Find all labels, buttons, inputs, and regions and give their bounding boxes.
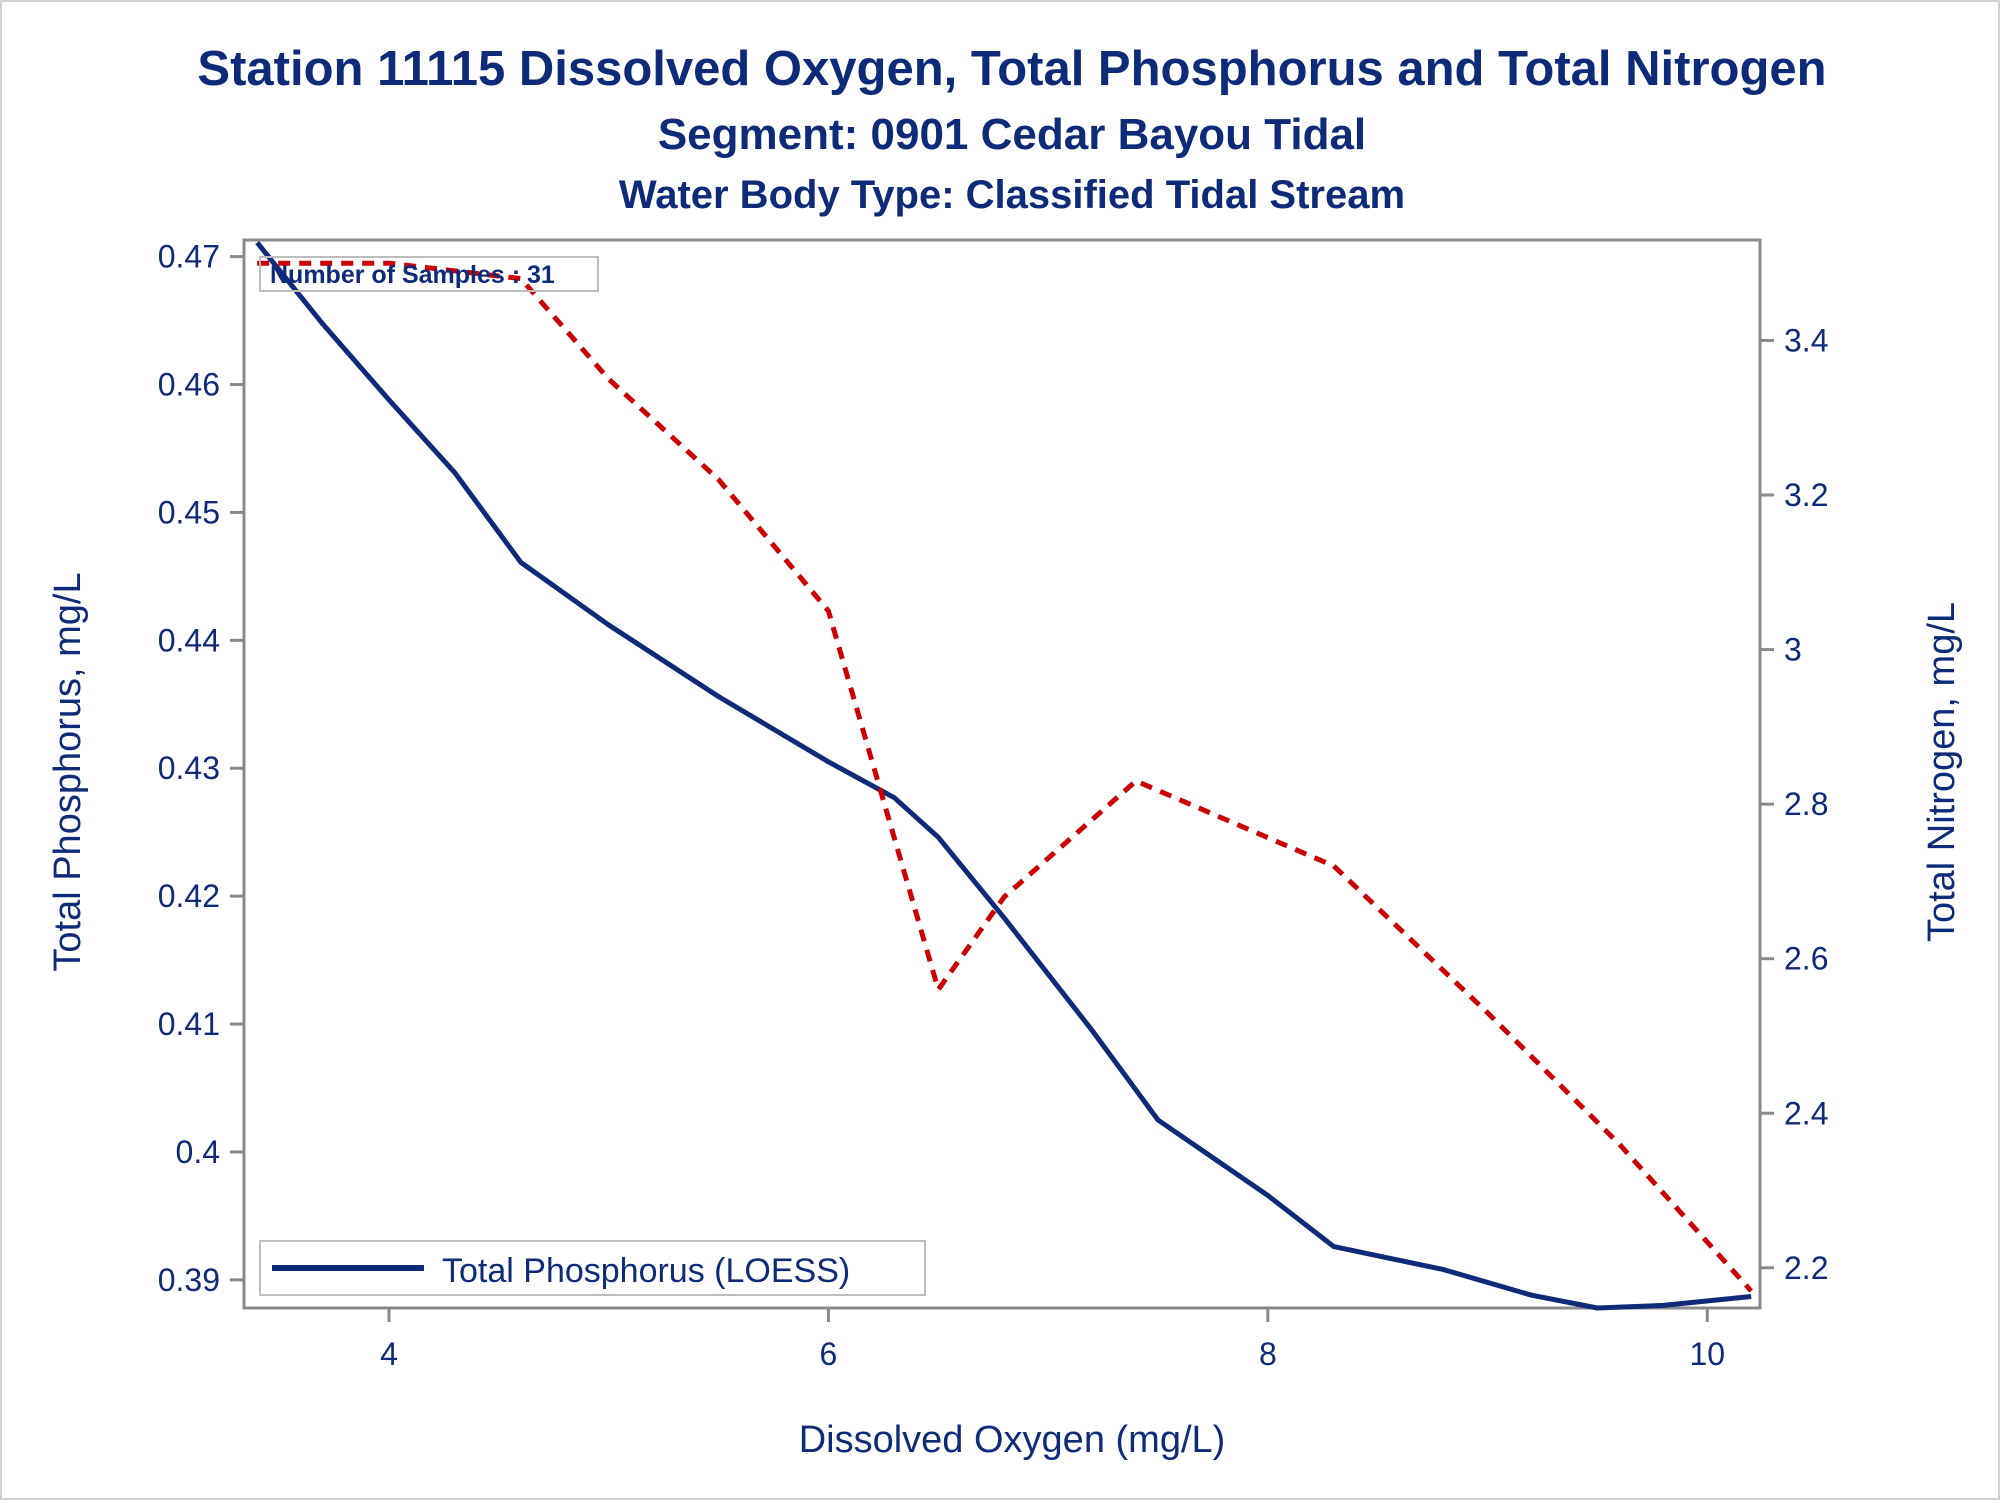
chart-subtitle-2: Water Body Type: Classified Tidal Stream (619, 173, 1405, 217)
total-phosphorus-line (255, 241, 1752, 1311)
x-tick-label-1: 6 (820, 1336, 838, 1372)
series-lines (255, 241, 1754, 1311)
x-tick-label-2: 8 (1259, 1336, 1277, 1372)
right-y-tick-label-5: 3.2 (1784, 477, 1828, 513)
legend: Total Phosphorus (LOESS) (259, 1240, 926, 1296)
right-y-tick-label-2: 2.6 (1784, 941, 1828, 977)
right-y-tick-label-4: 3 (1784, 632, 1802, 668)
annotation-text: Number of Samples : 31 (270, 261, 555, 289)
chart-subtitle: Segment: 0901 Cedar Bayou Tidal (658, 110, 1366, 159)
x-tick-label-3: 10 (1689, 1336, 1725, 1372)
left-y-tick-label-8: 0.47 (158, 239, 220, 275)
right-y-axis: 2.2 2.4 2.6 2.8 3 3.2 3.4 (1760, 322, 1828, 1286)
x-axis-label: Dissolved Oxygen (mg/L) (799, 1419, 1226, 1461)
annotation-box (259, 256, 599, 292)
right-y-tick-label-0: 2.2 (1784, 1250, 1828, 1286)
right-y-tick-label-6: 3.4 (1784, 322, 1828, 358)
left-y-axis: 0.39 0.4 0.41 0.42 0.43 0.44 0.45 0.46 0.47 (158, 239, 244, 1298)
left-y-tick-label-7: 0.46 (158, 367, 220, 403)
left-y-tick-label-4: 0.43 (158, 750, 220, 786)
left-y-tick-label-3: 0.42 (158, 878, 220, 914)
left-y-tick-label-6: 0.45 (158, 494, 220, 530)
right-y-axis-label: Total Nitrogen, mg/L (1921, 602, 1963, 942)
chart-title: Station 11115 Dissolved Oxygen, Total Ph… (197, 42, 1826, 96)
right-y-tick-label-3: 2.8 (1784, 786, 1828, 822)
left-y-axis-label: Total Phosphorus, mg/L (47, 572, 89, 971)
x-axis: 4 6 8 10 (380, 1308, 1725, 1372)
total-nitrogen-line (257, 260, 1754, 1293)
left-y-tick-label-0: 0.39 (158, 1262, 220, 1298)
sample-count-annotation: Number of Samples : 31 (259, 256, 599, 292)
legend-label: Total Phosphorus (LOESS) (442, 1252, 850, 1290)
right-y-tick-label-1: 2.4 (1784, 1095, 1828, 1131)
plot-area (242, 238, 1762, 1310)
x-tick-label-0: 4 (380, 1336, 398, 1372)
left-y-tick-label-5: 0.44 (158, 622, 220, 658)
left-y-tick-label-2: 0.41 (158, 1006, 220, 1042)
left-y-tick-label-1: 0.4 (176, 1134, 220, 1170)
